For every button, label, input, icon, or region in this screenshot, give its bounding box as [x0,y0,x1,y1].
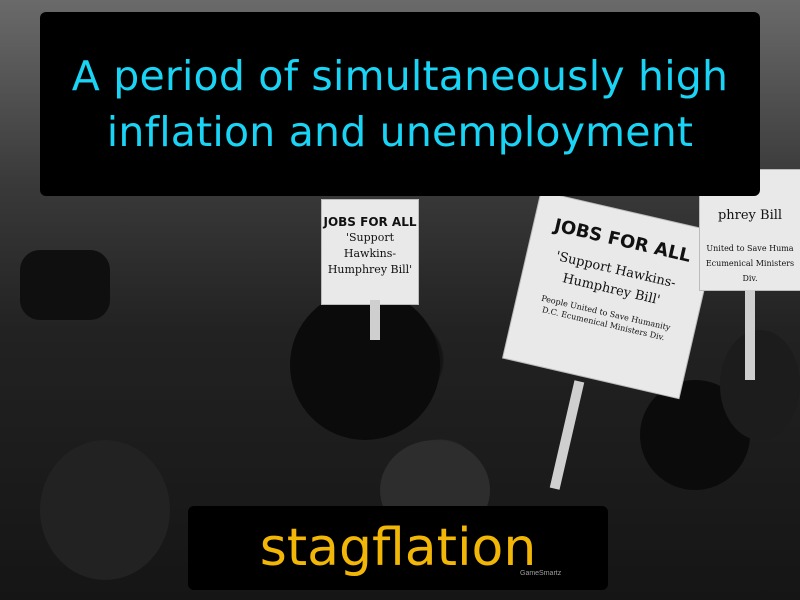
sign-pole [549,380,585,490]
definition-text: A period of simultaneously high inflatio… [71,52,729,156]
sign-heading: JOBS FOR ALL [323,215,417,229]
crowd-figure [40,440,170,580]
crowd-figure [290,290,440,440]
camera-silhouette [20,250,110,320]
protest-sign-left: JOBS FOR ALL 'Support Hawkins- Humphrey … [322,200,418,304]
crowd-figure [720,330,800,440]
sign-line: 'Support Hawkins- [343,231,397,260]
sign-line: Humphrey Bill' [327,263,413,276]
sign-line: phrey Bill [717,208,783,223]
sign-pole [370,300,380,340]
sign-line: United to Save Huma [706,244,794,253]
term-text: stagflation [259,518,537,578]
term-box: stagflation [188,506,608,590]
sign-pole [745,290,755,380]
sign-line: Ecumenical Ministers Div. [705,259,795,283]
definition-box: A period of simultaneously high inflatio… [40,12,760,196]
brand-watermark: GameSmartz [520,570,562,577]
protest-sign-main: JOBS FOR ALL 'Support Hawkins- Humphrey … [503,191,717,399]
